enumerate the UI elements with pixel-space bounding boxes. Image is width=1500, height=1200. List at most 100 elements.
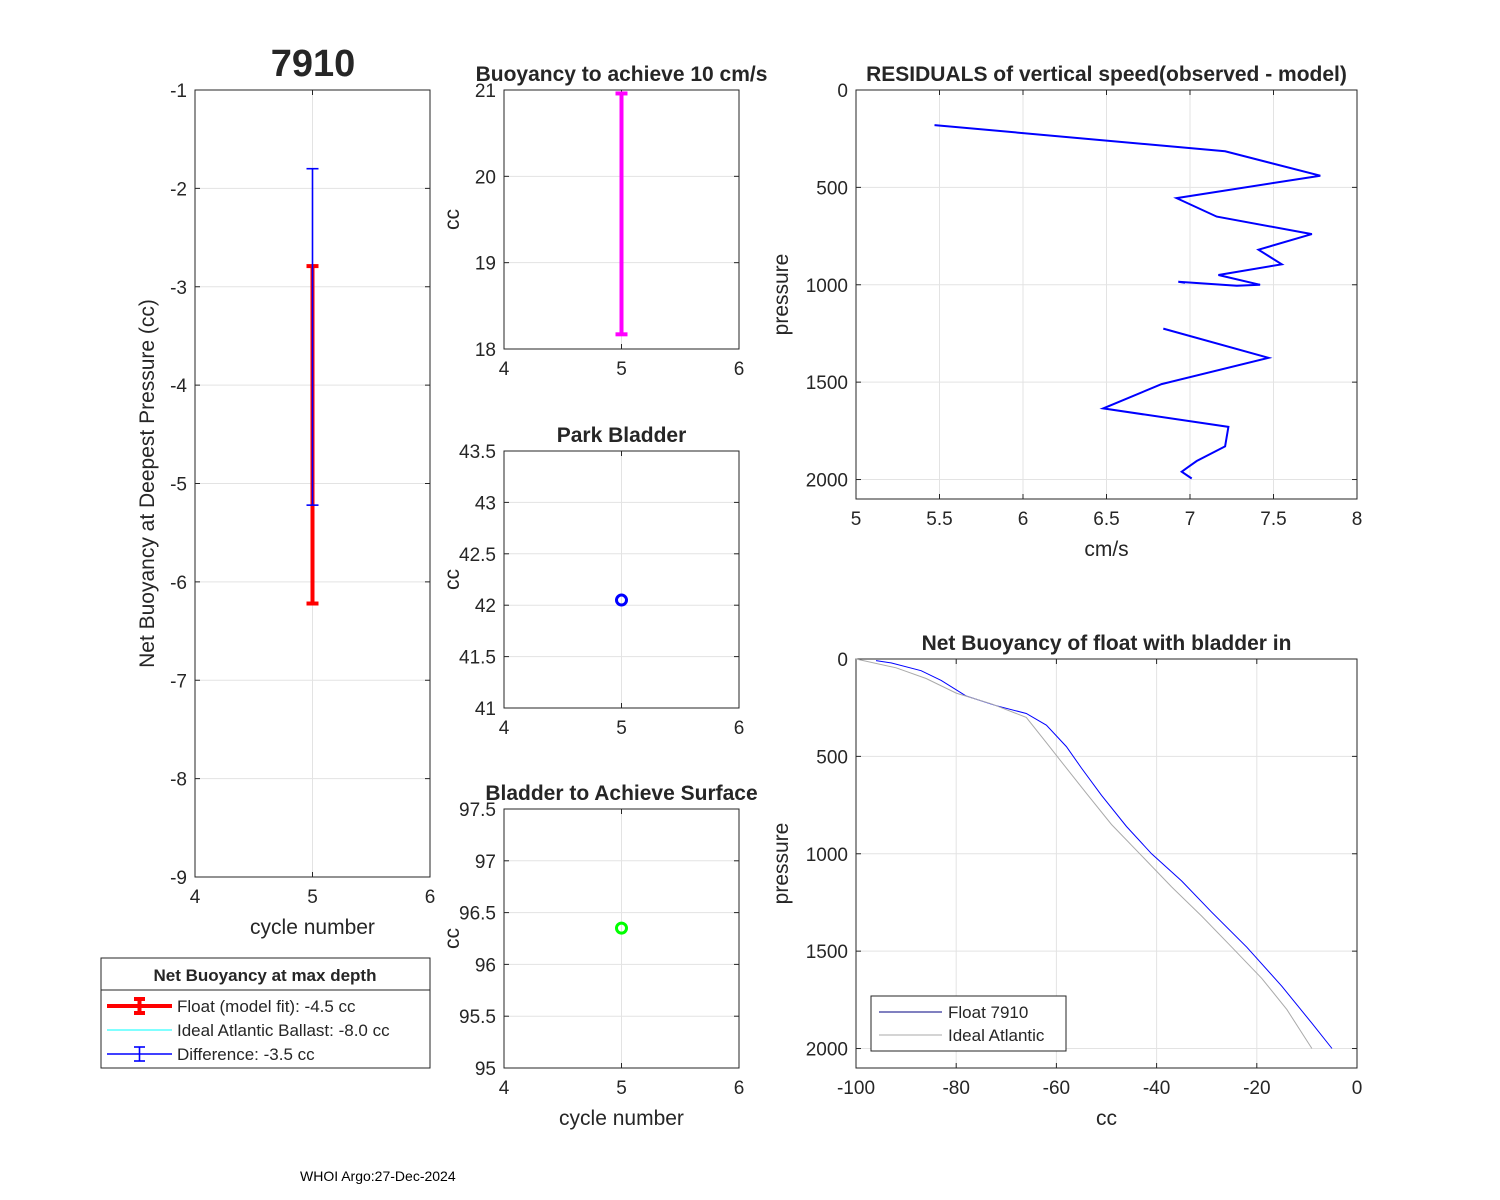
netbuoy_profile-series-1 bbox=[875, 660, 1333, 1049]
y-tick-label: 95 bbox=[475, 1059, 496, 1080]
x-tick-label: 7 bbox=[1185, 509, 1196, 530]
y-tick-label: 43.5 bbox=[459, 442, 496, 463]
y-tick-label: 2000 bbox=[806, 1040, 848, 1061]
y-tick-label: 41.5 bbox=[459, 648, 496, 669]
surface-xlabel: cycle number bbox=[559, 1107, 684, 1130]
park-ylabel: cc bbox=[441, 569, 464, 590]
axes-box bbox=[855, 658, 1358, 1069]
legend-box bbox=[100, 957, 431, 1069]
netbuoy_profile-title: Net Buoyancy of float with bladder in bbox=[922, 632, 1292, 655]
y-tick-label: -9 bbox=[170, 868, 187, 889]
netbuoy_profile-ylabel: pressure bbox=[770, 823, 793, 905]
residuals-axes: 5 5.5 6 6.5 7 7.5 8 0 500 1000 1500 2000 RESIDUALS o… bbox=[770, 63, 1362, 561]
buoy10-ylabel: cc bbox=[441, 209, 464, 230]
y-tick-label: -1 bbox=[170, 81, 187, 102]
y-tick-label: 500 bbox=[816, 178, 848, 199]
x-tick-label: 5.5 bbox=[926, 509, 952, 530]
netbuoy-axes: 4 5 6 -1 -2 -3 -4 -5 -6 -7 -8 -9 cycle number Net Buo… bbox=[100, 81, 436, 1069]
y-tick-label: -7 bbox=[170, 671, 187, 692]
y-tick-label: 42.5 bbox=[459, 545, 496, 566]
x-tick-label: 6 bbox=[1018, 509, 1029, 530]
netbuoy-xlabel: cycle number bbox=[250, 916, 375, 939]
park-point bbox=[615, 593, 628, 607]
residuals-xlabel: cm/s bbox=[1084, 538, 1128, 561]
legend-box bbox=[870, 995, 1067, 1052]
netbuoy-legend: Net Buoyancy at max depth Float (model fi… bbox=[100, 957, 431, 1069]
netbuoy_profile-legend: Float 7910 Ideal Atlantic bbox=[870, 995, 1067, 1052]
y-tick-label: -2 bbox=[170, 179, 187, 200]
x-tick-label: 4 bbox=[190, 887, 201, 908]
plots-layer: 4 5 6 -1 -2 -3 -4 -5 -6 -7 -8 -9 cycle number Net Buo… bbox=[100, 63, 1362, 1130]
legend-label-3: Difference: -3.5 cc bbox=[177, 1045, 315, 1064]
netbuoy_profile-axes: -100 -80 -60 -40 -20 0 0 500 1000 1500 2000 Net Buo… bbox=[770, 632, 1362, 1130]
x-tick-label: 5 bbox=[307, 887, 318, 908]
netbuoy_profile-xlabel: cc bbox=[1096, 1107, 1117, 1130]
y-tick-label: 18 bbox=[475, 340, 496, 361]
y-tick-label: 97.5 bbox=[459, 800, 496, 821]
netbuoy-ylabel: Net Buoyancy at Deepest Pressure (cc) bbox=[136, 299, 159, 668]
x-tick-label: 7.5 bbox=[1260, 509, 1286, 530]
y-tick-label: -5 bbox=[170, 475, 187, 496]
x-tick-label: -60 bbox=[1043, 1078, 1070, 1099]
y-tick-label: 20 bbox=[475, 167, 496, 188]
x-tick-label: 4 bbox=[499, 1078, 510, 1099]
residuals-series-1 bbox=[934, 124, 1321, 287]
residuals-ylabel: pressure bbox=[770, 254, 793, 336]
y-tick-label: -4 bbox=[170, 376, 187, 397]
y-tick-label: -6 bbox=[170, 573, 187, 594]
figure-title: 7910 bbox=[271, 43, 356, 85]
y-tick-label: 96 bbox=[475, 955, 496, 976]
legend-label-1: Float (model fit): -4.5 cc bbox=[177, 997, 356, 1016]
y-tick-label: 2000 bbox=[806, 471, 848, 492]
y-tick-label: 19 bbox=[475, 254, 496, 275]
y-tick-label: 95.5 bbox=[459, 1007, 496, 1028]
x-tick-label: 4 bbox=[499, 359, 510, 380]
x-tick-label: 5 bbox=[616, 359, 627, 380]
footer-credit: WHOI Argo:27-Dec-2024 bbox=[300, 1168, 456, 1184]
x-tick-label: 6 bbox=[734, 359, 745, 380]
y-tick-label: 1500 bbox=[806, 373, 848, 394]
x-tick-label: 6 bbox=[734, 1078, 745, 1099]
x-tick-label: 5 bbox=[616, 718, 627, 739]
surface-point bbox=[615, 921, 628, 935]
y-tick-label: 500 bbox=[816, 747, 848, 768]
y-tick-label: 97 bbox=[475, 852, 496, 873]
y-tick-label: 41 bbox=[475, 699, 496, 720]
netbuoy_profile-series-2 bbox=[855, 658, 1313, 1049]
legend-label-2: Ideal Atlantic Ballast: -8.0 cc bbox=[177, 1021, 390, 1040]
x-tick-label: 6 bbox=[734, 718, 745, 739]
x-tick-label: 0 bbox=[1352, 1078, 1363, 1099]
x-tick-label: 8 bbox=[1352, 509, 1363, 530]
y-tick-label: 0 bbox=[837, 81, 848, 102]
y-tick-label: 42 bbox=[475, 596, 496, 617]
x-tick-label: 5 bbox=[851, 509, 862, 530]
park-title: Park Bladder bbox=[557, 424, 687, 447]
x-tick-label: 6 bbox=[425, 887, 436, 908]
legend-label-1: Float 7910 bbox=[948, 1003, 1028, 1022]
x-tick-label: 6.5 bbox=[1093, 509, 1119, 530]
y-tick-label: 1000 bbox=[806, 276, 848, 297]
surface-ylabel: cc bbox=[441, 928, 464, 949]
park-axes: 4 5 6 41 41.5 42 42.5 43 43.5 Park Bladder cc bbox=[441, 424, 744, 739]
y-tick-label: 43 bbox=[475, 493, 496, 514]
buoyancy10-errorbar bbox=[615, 91, 628, 337]
y-tick-label: 96.5 bbox=[459, 904, 496, 925]
y-tick-label: 0 bbox=[837, 650, 848, 671]
buoy10-title: Buoyancy to achieve 10 cm/s bbox=[476, 63, 768, 86]
y-tick-label: 1000 bbox=[806, 845, 848, 866]
y-tick-label: 1500 bbox=[806, 942, 848, 963]
y-tick-label: -3 bbox=[170, 278, 187, 299]
x-tick-label: -40 bbox=[1143, 1078, 1170, 1099]
x-tick-label: -20 bbox=[1243, 1078, 1270, 1099]
residuals-title: RESIDUALS of vertical speed(observed - m… bbox=[866, 63, 1347, 86]
x-tick-label: -80 bbox=[942, 1078, 969, 1099]
difference-errorbar bbox=[306, 167, 319, 506]
y-tick-label: -8 bbox=[170, 770, 187, 791]
surface-title: Bladder to Achieve Surface bbox=[485, 782, 757, 805]
x-tick-label: -100 bbox=[837, 1078, 875, 1099]
residuals-series-2 bbox=[1099, 327, 1273, 480]
x-tick-label: 4 bbox=[499, 718, 510, 739]
